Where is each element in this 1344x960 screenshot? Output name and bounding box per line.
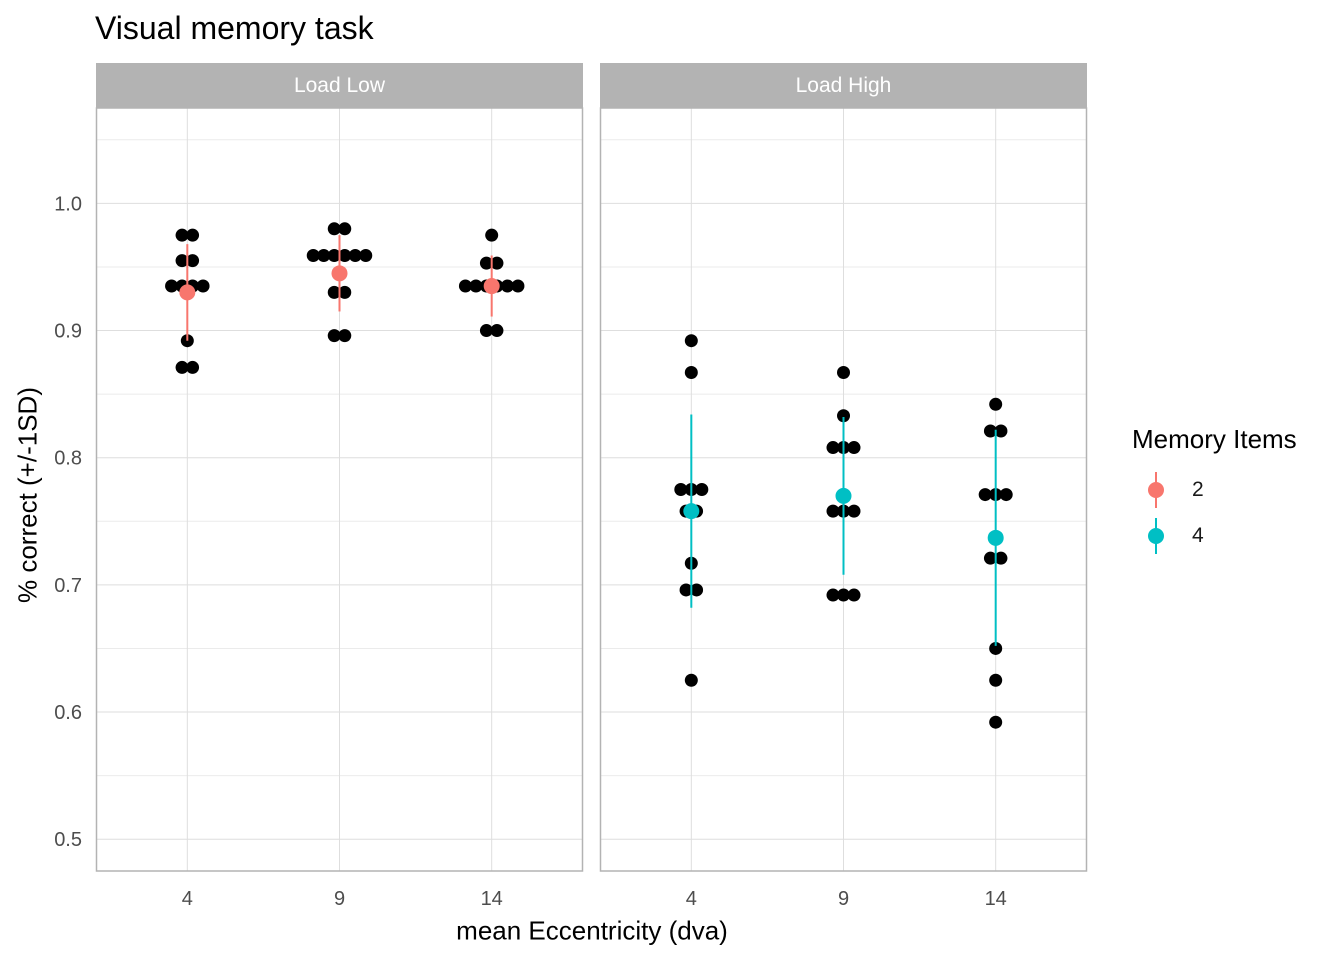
data-point (679, 583, 693, 597)
legend: Memory Items 2 4 (1132, 424, 1297, 559)
data-point (338, 249, 352, 263)
y-tick-label: 0.5 (54, 829, 82, 851)
x-axis-label: mean Eccentricity (dva) (456, 915, 728, 946)
data-point (826, 441, 840, 455)
legend-key-4 (1148, 518, 1164, 554)
data-point (989, 641, 1003, 655)
data-point (175, 254, 189, 268)
data-point (458, 279, 472, 293)
data-point (978, 488, 992, 502)
y-tick-label: 0.9 (54, 321, 82, 343)
panel-strip-load-low: Load Low (96, 63, 583, 108)
data-point (826, 504, 840, 518)
legend-label-2: 2 (1192, 478, 1204, 501)
data-point (983, 424, 997, 438)
data-point (837, 409, 850, 423)
data-point (348, 249, 362, 263)
x-tick-label: 4 (686, 888, 697, 910)
data-point (690, 583, 704, 597)
y-axis-label: % correct (+/-1SD) (12, 387, 43, 603)
data-point (490, 324, 504, 338)
data-point (994, 424, 1008, 438)
data-point (186, 254, 200, 268)
data-point (327, 222, 341, 236)
data-point (994, 551, 1008, 565)
data-point (479, 256, 493, 270)
data-point (989, 397, 1003, 411)
legend-item-4: 4 (1132, 513, 1297, 559)
mean-point (179, 284, 196, 301)
data-point (165, 279, 179, 293)
data-point (684, 334, 698, 348)
data-point (989, 673, 1003, 687)
mean-point (683, 503, 700, 520)
data-point (327, 285, 341, 299)
x-tick-label: 9 (838, 888, 849, 910)
data-point (837, 366, 850, 380)
data-point (837, 588, 850, 602)
data-point (500, 279, 514, 293)
data-point (847, 441, 861, 455)
data-point (684, 366, 698, 380)
mean-point (483, 278, 500, 295)
data-point (847, 504, 861, 518)
x-tick-label: 4 (182, 888, 193, 910)
data-point (317, 249, 331, 263)
panel-border (95, 107, 584, 872)
data-point (490, 256, 504, 270)
data-point (999, 488, 1013, 502)
data-point (674, 483, 688, 496)
y-tick-label: 0.7 (54, 575, 82, 597)
y-tick-label: 0.6 (54, 702, 82, 724)
data-point (186, 360, 200, 374)
x-tick-label: 14 (985, 888, 1007, 910)
y-tick-label: 0.8 (54, 448, 82, 470)
panel-strip-load-high: Load High (600, 63, 1087, 108)
y-tick-label: 1.0 (54, 193, 82, 215)
data-point (983, 551, 997, 565)
panel-border (599, 107, 1088, 872)
data-point (469, 279, 483, 293)
data-point (989, 715, 1003, 729)
data-point (338, 285, 352, 299)
data-point (175, 228, 189, 242)
data-point (485, 228, 499, 242)
data-point (175, 360, 189, 374)
data-point (359, 249, 373, 263)
legend-title: Memory Items (1132, 424, 1297, 454)
data-point (327, 329, 341, 343)
data-point (695, 483, 709, 496)
chart-title: Visual memory task (95, 10, 374, 46)
mean-point (987, 529, 1004, 546)
data-point (338, 222, 352, 236)
data-point (186, 228, 200, 242)
data-point (826, 588, 840, 602)
legend-key-2 (1148, 472, 1164, 508)
data-point (684, 673, 698, 687)
data-point (511, 279, 525, 293)
data-point (306, 249, 320, 263)
x-tick-label: 9 (334, 888, 345, 910)
x-tick-label: 14 (481, 888, 503, 910)
data-point (196, 279, 210, 293)
data-point (847, 588, 861, 602)
data-point (338, 329, 352, 343)
legend-item-2: 2 (1132, 467, 1297, 513)
data-point (327, 249, 341, 263)
mean-point (835, 487, 852, 504)
legend-label-4: 4 (1192, 524, 1204, 547)
data-point (479, 324, 493, 338)
mean-point (331, 265, 348, 282)
